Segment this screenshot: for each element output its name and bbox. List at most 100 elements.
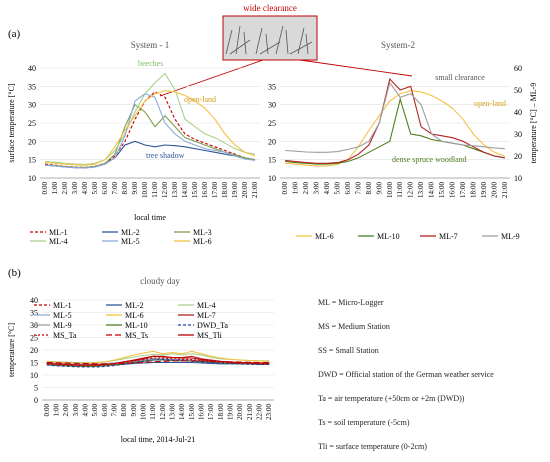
x-tick-label: 12:00: [159, 404, 167, 420]
y-tick-label: 30: [28, 101, 36, 110]
y2-tick-label: 10: [514, 174, 522, 183]
x-tick-label: 10:00: [141, 182, 149, 198]
y2-tick-label: 20: [514, 152, 522, 161]
y-tick-label: 0: [34, 396, 38, 405]
legend-label: ML-4: [49, 237, 68, 246]
definition-ta: Ta = air temperature (+50cm or +2m (DWD)…: [318, 394, 465, 403]
chart-panel-3: cloudy day05101520253035400:001:002:003:…: [7, 276, 274, 444]
x-tick-label: 19:00: [227, 404, 235, 420]
x-axis-label: local time: [134, 213, 166, 222]
x-tick-label: 14:00: [181, 182, 189, 198]
y-tick-label: 15: [268, 156, 276, 165]
legend-label: ML-6: [125, 311, 144, 320]
x-tick-label: 21:00: [251, 182, 259, 198]
x-tick-label: 2:00: [302, 182, 310, 195]
y-tick-label: 15: [30, 359, 38, 368]
legend-label: ML-2: [121, 228, 140, 237]
x-tick-label: 17:00: [211, 182, 219, 198]
x-tick-label: 11:00: [151, 182, 159, 198]
legend-label: ML-7: [439, 232, 458, 241]
annotation-spruce: dense spruce woodland: [392, 155, 467, 164]
y-tick-label: 30: [268, 101, 276, 110]
x-tick-label: 11:00: [396, 182, 404, 198]
series-line-ml-9: [285, 81, 505, 153]
x-tick-label: 23:00: [265, 404, 273, 420]
x-tick-label: 6:00: [101, 182, 109, 195]
y-axis-label: temperature [°C]: [7, 323, 16, 377]
annotation-open-land-2: open-land: [474, 99, 506, 108]
legend-label: ML-10: [125, 321, 148, 330]
x-tick-label: 8:00: [365, 182, 373, 195]
legend-label: ML-7: [197, 311, 216, 320]
y-tick-label: 10: [268, 174, 276, 183]
x-tick-label: 5:00: [91, 182, 99, 195]
y-axis-label: surface temperature [°C]: [7, 83, 16, 162]
y-tick-label: 10: [28, 174, 36, 183]
x-tick-label: 15:00: [438, 182, 446, 198]
x-tick-label: 2:00: [61, 182, 69, 195]
x-tick-label: 15:00: [188, 404, 196, 420]
definition-ts: Ts = soil temperature (-5cm): [318, 418, 410, 427]
y-tick-label: 40: [28, 64, 36, 73]
x-tick-label: 18:00: [221, 182, 229, 198]
x-tick-label: 0:00: [43, 404, 51, 417]
x-tick-label: 10:00: [140, 404, 148, 420]
x-tick-label: 8:00: [120, 404, 128, 417]
legend-label: ML-9: [53, 321, 72, 330]
x-tick-label: 14:00: [428, 182, 436, 198]
chart-title: cloudy day: [140, 276, 180, 286]
x-tick-label: 3:00: [71, 182, 79, 195]
x-tick-label: 3:00: [72, 404, 80, 417]
x-tick-label: 6:00: [344, 182, 352, 195]
y-tick-label: 40: [30, 296, 38, 305]
y-axis-label: temperature [°C] – ML-9: [529, 83, 538, 164]
legend: ML-1 ML-2 ML-4ML-5 ML-6 ML-7ML-9 ML-10 DWD_TaM…: [34, 301, 228, 340]
y-tick-label: 20: [268, 137, 276, 146]
x-tick-label: 21:00: [501, 182, 509, 198]
legend-label: DWD_Ta: [197, 321, 228, 330]
clearance-photo: wide clearance: [159, 3, 413, 97]
legend-label: ML-5: [53, 311, 72, 320]
x-tick-label: 21:00: [246, 404, 254, 420]
y-tick-label: 25: [28, 119, 36, 128]
x-tick-label: 22:00: [256, 404, 264, 420]
legend: ML-1 ML-2 ML-3 ML-4 ML-5 ML-6: [30, 228, 212, 246]
definition-tli: Tli = surface temperature (0-2cm): [318, 442, 427, 451]
series-line-ml-5: [44, 93, 256, 169]
small-clearance-label: small clearance: [435, 73, 485, 82]
y-tick-label: 35: [30, 309, 38, 318]
x-tick-label: 19:00: [231, 182, 239, 198]
chart-title: System-2: [381, 40, 415, 50]
y2-tick-label: 60: [514, 64, 522, 73]
x-tick-label: 0:00: [41, 182, 49, 195]
series-line-ml-6: [285, 90, 505, 167]
legend-label: MS_Tli: [197, 331, 223, 340]
x-tick-label: 5:00: [91, 404, 99, 417]
x-tick-label: 1:00: [53, 404, 61, 417]
x-tick-label: 9:00: [375, 182, 383, 195]
x-tick-label: 7:00: [111, 404, 119, 417]
x-tick-label: 12:00: [407, 182, 415, 198]
x-tick-label: 17:00: [459, 182, 467, 198]
x-tick-label: 13:00: [417, 182, 425, 198]
x-tick-label: 8:00: [121, 182, 129, 195]
annotation-open-land-1: open-land: [184, 95, 216, 104]
x-tick-label: 5:00: [334, 182, 342, 195]
legend-label: ML-3: [193, 228, 212, 237]
x-tick-label: 16:00: [449, 182, 457, 198]
y-tick-label: 20: [30, 346, 38, 355]
x-tick-label: 9:00: [130, 404, 138, 417]
x-tick-label: 4:00: [82, 404, 90, 417]
x-tick-label: 13:00: [171, 182, 179, 198]
x-tick-label: 18:00: [469, 182, 477, 198]
x-tick-label: 9:00: [131, 182, 139, 195]
x-tick-label: 20:00: [241, 182, 249, 198]
y2-tick-label: 30: [514, 130, 522, 139]
y2-tick-label: 50: [514, 86, 522, 95]
y-tick-label: 25: [268, 119, 276, 128]
legend-label: ML-10: [377, 232, 400, 241]
x-tick-label: 14:00: [178, 404, 186, 420]
annotation-beeches: beeches: [138, 59, 163, 68]
legend-label: ML-1: [53, 301, 72, 310]
x-tick-label: 15:00: [191, 182, 199, 198]
